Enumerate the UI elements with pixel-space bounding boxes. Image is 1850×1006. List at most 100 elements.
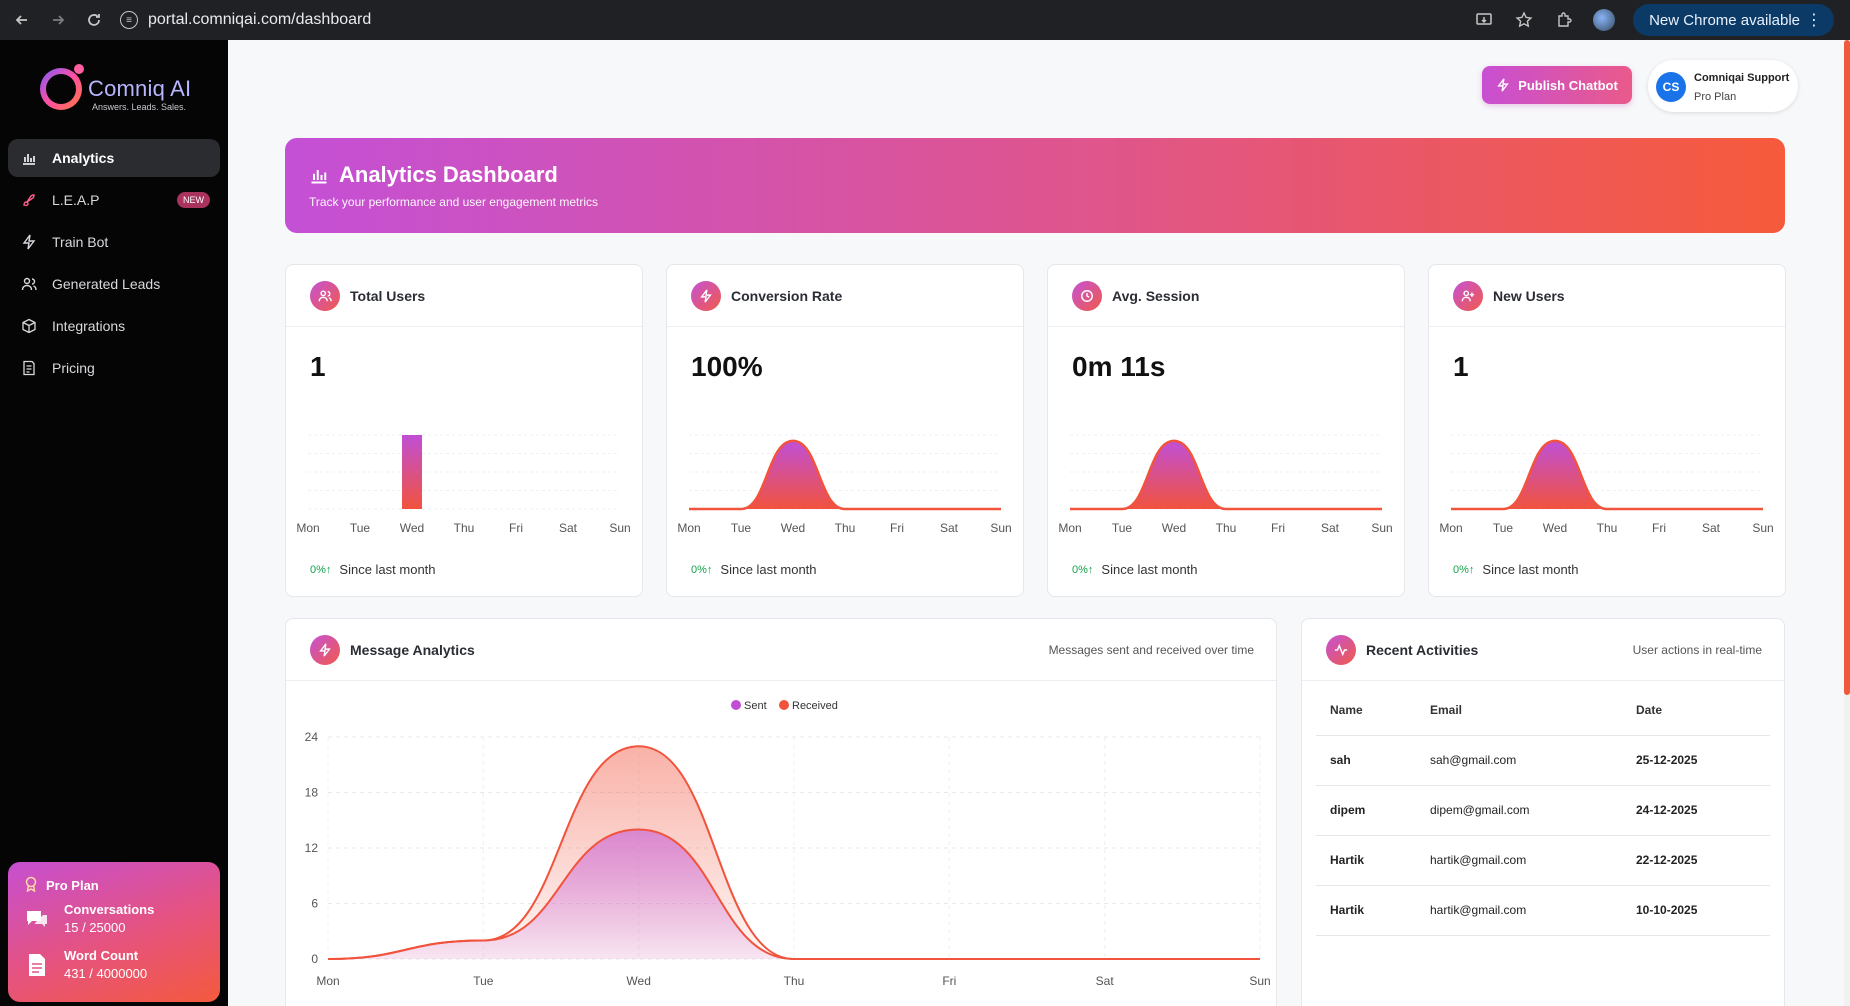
sidebar-item-generated-leads[interactable]: Generated Leads [8,265,220,303]
x-tick-label: Mon [1439,521,1462,535]
stat-since: Since last month [1482,562,1579,577]
site-settings-icon[interactable]: ≡ [120,11,138,29]
brand-tagline: Answers. Leads. Sales. [92,102,187,112]
stat-title: Avg. Session [1112,287,1200,304]
document-icon [29,954,45,976]
table-row[interactable]: Hartik hartik@gmail.com 10-10-2025 [1316,885,1770,936]
stat-change: 0%↑ [1453,563,1475,576]
dashboard-banner: Analytics Dashboard Track your performan… [285,138,1785,233]
new-badge: NEW [177,192,210,208]
scrollbar-thumb[interactable] [1844,40,1850,695]
rocket-icon [20,191,38,209]
stat-card-header: New Users [1429,265,1785,327]
series-line-sent [327,828,1260,960]
bar-chart-icon [311,170,327,184]
y-tick-label: 12 [305,841,319,855]
award-icon [24,876,38,895]
user-menu[interactable]: CS Comniqai Support Pro Plan [1648,60,1798,112]
card-subtitle: User actions in real-time [1632,642,1762,657]
profile-avatar[interactable] [1593,9,1616,31]
x-tick-label: Fri [890,521,904,535]
reload-icon[interactable] [80,6,108,34]
table-row[interactable]: dipem dipem@gmail.com 24-12-2025 [1316,785,1770,836]
y-tick-label: 0 [311,952,318,966]
cell-date: 10-10-2025 [1622,885,1770,936]
star-icon[interactable] [1513,9,1535,31]
legend-label: Received [792,700,838,712]
sidebar-item-integrations[interactable]: Integrations [8,307,220,345]
address-text[interactable]: portal.comniqai.com/dashboard [148,11,372,28]
column-header-date: Date [1622,685,1770,736]
y-tick-label: 6 [311,897,318,911]
x-tick-label: Thu [1216,521,1237,535]
stat-footer: 0%↑ Since last month [310,562,436,577]
stat-change: 0%↑ [1072,563,1094,576]
main-content: Publish Chatbot CS Comniqai Support Pro … [228,40,1850,1006]
x-tick-label: Wed [781,521,805,535]
address-bar[interactable]: ≡ portal.comniqai.com/dashboard [120,5,371,35]
extensions-icon[interactable] [1553,9,1575,31]
sidebar-nav: Analytics L.E.A.P NEW Train Bot Generate… [8,139,220,391]
conversations-usage: Conversations 15 / 25000 [24,902,154,935]
x-tick-label: Fri [1271,521,1285,535]
install-icon[interactable] [1473,9,1495,31]
publish-chatbot-button[interactable]: Publish Chatbot [1482,66,1632,104]
sidebar-item-pricing[interactable]: Pricing [8,349,220,387]
x-tick-label: Tue [731,521,752,535]
table-header-row: Name Email Date [1316,685,1770,736]
brand-logo[interactable]: Comniq AI Answers. Leads. Sales. [40,64,200,120]
activities-table: Name Email Date sah sah@gmail.com 25-12-… [1316,685,1770,936]
legend-label: Sent [744,700,767,712]
stat-card-avg-session: Avg. Session 0m 11s Mon Tue Wed Thu Fri Sat Su… [1047,264,1405,597]
cell-date: 24-12-2025 [1622,785,1770,836]
area-line [1070,439,1382,511]
receipt-icon [20,359,38,377]
back-icon[interactable] [8,6,36,34]
stat-title: New Users [1493,287,1565,304]
x-tick-label: Thu [835,521,856,535]
column-header-email: Email [1416,685,1622,736]
area-line [689,439,1001,511]
series-area-sent [328,829,1260,959]
cell-email: sah@gmail.com [1416,735,1622,786]
conversations-value: 15 / 25000 [64,920,126,935]
area-line [1451,439,1763,511]
bolt-icon [20,233,38,251]
column-header-name: Name [1316,685,1416,736]
forward-icon[interactable] [44,6,72,34]
sidebar-item-analytics[interactable]: Analytics [8,139,220,177]
x-tick-label: Thu [784,974,805,988]
user-name: Comniqai Support [1694,72,1790,84]
sidebar-item-label: Integrations [52,318,126,334]
page-title-text: Analytics Dashboard [339,162,558,187]
menu-dots-icon[interactable]: ⋮ [1806,12,1822,29]
sparkline-chart: Mon Tue Wed Thu Fri Sat Sun [677,434,1012,535]
cell-date: 22-12-2025 [1622,835,1770,886]
sidebar-item-train-bot[interactable]: Train Bot [8,223,220,261]
stat-card-header: Conversion Rate [667,265,1023,327]
stat-value: 1 [310,351,326,382]
sidebar-item-label: Generated Leads [52,276,161,292]
stat-card-header: Total Users [286,265,642,327]
sidebar-item-leap[interactable]: L.E.A.P NEW [8,181,220,219]
x-tick-label: Sat [1096,974,1115,988]
sidebar-item-label: Analytics [52,150,115,166]
stat-footer: 0%↑ Since last month [691,562,817,577]
stat-since: Since last month [720,562,817,577]
x-tick-label: Fri [509,521,523,535]
stat-since: Since last month [339,562,436,577]
sparkline-chart: Mon Tue Wed Thu Fri Sat Sun [1439,434,1774,535]
area-fill [1070,440,1382,509]
browser-toolbar: ≡ portal.comniqai.com/dashboard New Chro… [0,0,1850,40]
x-tick-label: Mon [1058,521,1081,535]
update-chrome-button[interactable]: New Chrome available ⋮ [1633,4,1834,36]
clock-icon [1072,280,1102,311]
table-row[interactable]: Hartik hartik@gmail.com 22-12-2025 [1316,835,1770,886]
update-label: New Chrome available [1649,11,1800,29]
x-tick-label: Fri [1652,521,1666,535]
x-tick-label: Thu [454,521,475,535]
x-tick-label: Tue [473,974,494,988]
table-row[interactable]: sah sah@gmail.com 25-12-2025 [1316,735,1770,786]
avatar: CS [1656,72,1686,102]
stat-footer: 0%↑ Since last month [1453,562,1579,577]
